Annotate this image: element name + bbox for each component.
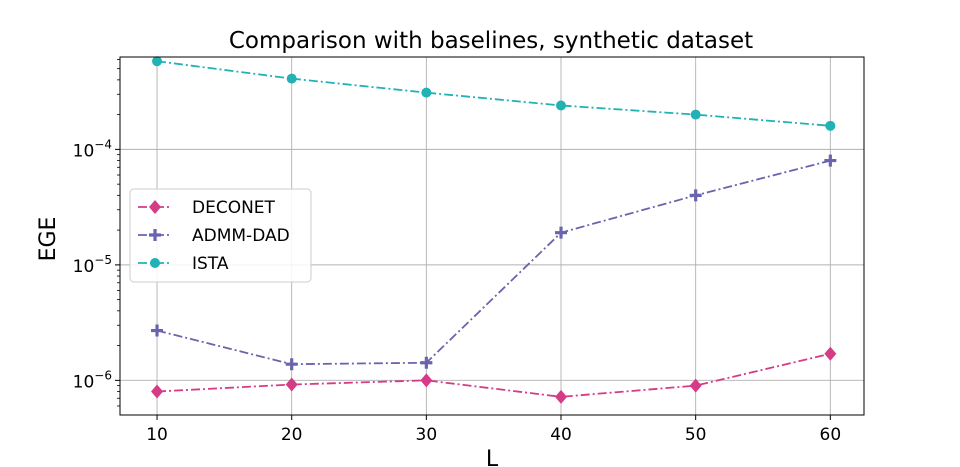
series-line	[156, 159, 831, 366]
series-line	[156, 60, 831, 127]
data-point	[285, 377, 298, 392]
legend: DECONET ADMM-DAD ISTA	[129, 188, 312, 283]
series-line	[156, 352, 831, 398]
data-point	[824, 346, 837, 361]
legend-marker	[150, 258, 160, 268]
data-point	[690, 109, 701, 120]
legend-label: ADMM-DAD	[192, 226, 290, 246]
legend-marker	[149, 200, 161, 214]
legend-entry: ISTA	[138, 254, 229, 274]
series-layer	[151, 56, 837, 404]
legend-label: ISTA	[192, 254, 229, 274]
data-point	[421, 87, 432, 98]
legend-entry: DECONET	[138, 198, 276, 218]
data-point	[555, 389, 568, 404]
data-point	[689, 378, 702, 393]
x-tick-label: 20	[281, 425, 303, 445]
chart-title: Comparison with baselines, synthetic dat…	[229, 28, 753, 54]
data-point	[286, 73, 297, 84]
y-axis-label: EGE	[36, 217, 61, 262]
legend-marker	[149, 229, 161, 241]
x-tick-label: 10	[146, 425, 168, 445]
data-point	[555, 226, 568, 239]
data-point	[151, 324, 164, 337]
x-tick-label: 40	[550, 425, 572, 445]
series-admm-dad	[151, 154, 837, 371]
x-tick-label: 30	[416, 425, 438, 445]
data-point	[689, 189, 702, 202]
plot-frame	[119, 56, 865, 416]
data-point	[285, 358, 298, 371]
y-tick-label: 10−5	[73, 253, 112, 277]
ticks: 10 20 30 40 50 60 10−6 10−5 10−4	[73, 59, 842, 445]
grid	[120, 57, 864, 415]
data-point	[825, 120, 836, 131]
data-point	[152, 56, 163, 67]
legend-label: DECONET	[192, 198, 276, 218]
data-point	[556, 100, 567, 111]
data-point	[420, 373, 433, 388]
x-tick-label: 60	[820, 425, 842, 445]
legend-box	[129, 188, 312, 283]
series-ista	[152, 56, 836, 131]
legend-entry: ADMM-DAD	[138, 226, 290, 246]
y-tick-label: 10−6	[73, 368, 112, 392]
data-point	[151, 384, 164, 399]
y-tick-label: 10−4	[73, 137, 112, 161]
x-tick-label: 50	[685, 425, 707, 445]
series-deconet	[151, 346, 837, 404]
data-point	[824, 154, 837, 167]
x-axis-label: L	[486, 447, 499, 467]
data-point	[420, 356, 433, 369]
